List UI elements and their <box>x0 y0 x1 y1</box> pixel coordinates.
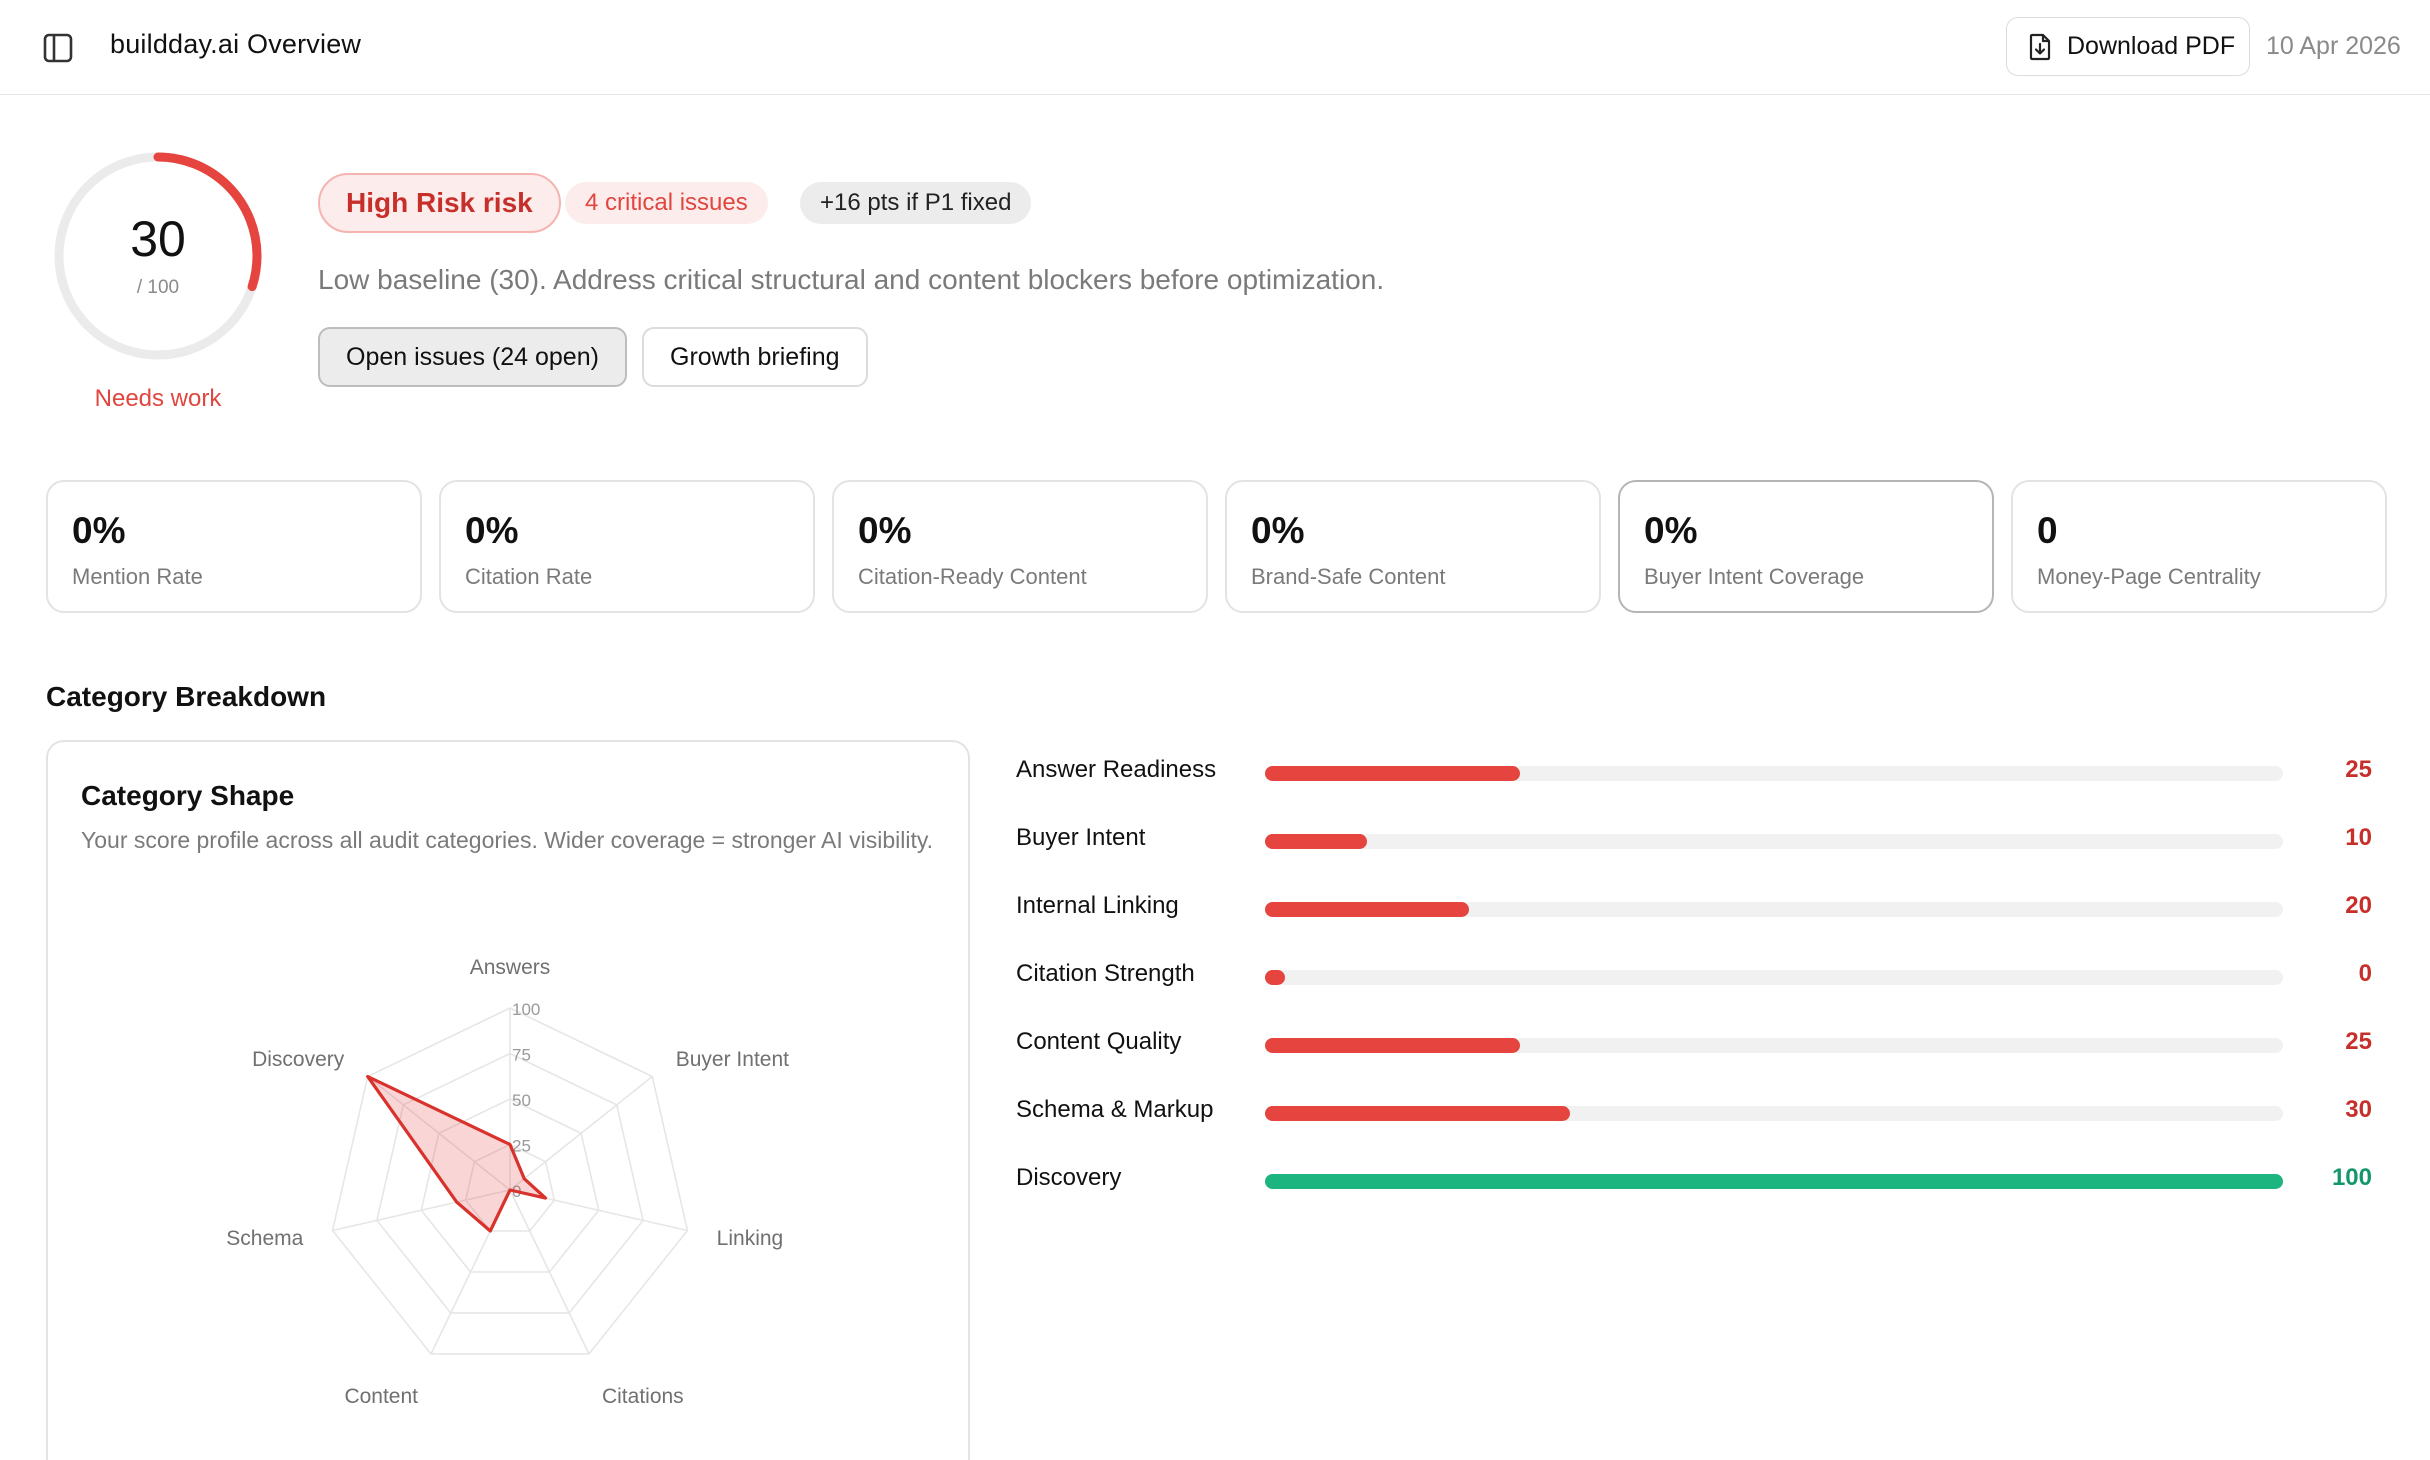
score-summary: Low baseline (30). Address critical stru… <box>318 264 1385 295</box>
metric-card-money-page-centrality[interactable]: 0 Money-Page Centrality <box>2011 480 2387 613</box>
sidebar-toggle-icon[interactable] <box>40 30 76 66</box>
category-label: Internal Linking <box>1016 892 1179 919</box>
category-score: 25 <box>2345 756 2372 783</box>
radar-tick-label: 50 <box>512 1091 531 1110</box>
radar-axis-label: Answers <box>470 956 551 979</box>
category-score: 100 <box>2331 1164 2372 1191</box>
category-label: Buyer Intent <box>1016 824 1146 851</box>
category-bar-fill <box>1265 1174 2283 1189</box>
growth-briefing-button[interactable]: Growth briefing <box>642 327 868 387</box>
category-score: 10 <box>2345 824 2372 851</box>
metric-label: Buyer Intent Coverage <box>1644 564 1865 589</box>
category-bar-track <box>1265 1174 2283 1189</box>
radar-chart: 0255075100AnswersBuyer IntentLinkingCita… <box>226 956 789 1408</box>
category-label: Answer Readiness <box>1016 756 1217 783</box>
top-bar: buildday.ai Overview Download PDF 10 Apr… <box>0 0 2430 95</box>
critical-issues-badge: 4 critical issues <box>565 182 768 224</box>
card-description: Your score profile across all audit cate… <box>81 827 934 853</box>
metric-label: Money-Page Centrality <box>2037 564 2261 589</box>
category-bar-fill <box>1265 834 1367 849</box>
category-label: Discovery <box>1016 1164 1122 1191</box>
category-label: Citation Strength <box>1016 960 1195 987</box>
radar-axis-label: Buyer Intent <box>676 1048 789 1071</box>
radar-tick-label: 100 <box>512 1000 540 1019</box>
radar-grid-ring <box>376 1052 644 1314</box>
metric-value: 0% <box>858 510 912 551</box>
card-title: Category Shape <box>81 780 295 811</box>
open-issues-button[interactable]: Open issues (24 open) <box>318 327 627 387</box>
radar-tick-label: 75 <box>512 1046 531 1065</box>
radar-tick-label: 25 <box>512 1137 531 1156</box>
file-download-icon <box>2029 33 2051 60</box>
metric-card-citation-ready-content[interactable]: 0% Citation-Ready Content <box>832 480 1208 613</box>
radar-spoke <box>367 1075 511 1191</box>
category-bar-track <box>1265 1038 2283 1053</box>
category-bar-track <box>1265 1106 2283 1121</box>
download-pdf-label: Download PDF <box>2067 32 2236 60</box>
radar-spoke <box>509 1075 653 1191</box>
category-bar-fill <box>1265 1106 1571 1121</box>
metric-card-buyer-intent-coverage[interactable]: 0% Buyer Intent Coverage <box>1618 480 1994 613</box>
metric-card-citation-rate[interactable]: 0% Citation Rate <box>439 480 815 613</box>
report-date: 10 Apr 2026 <box>2266 32 2401 60</box>
score-status: Needs work <box>94 385 222 412</box>
risk-badge: High Risk risk <box>318 173 561 233</box>
category-label: Schema & Markup <box>1016 1096 1214 1123</box>
points-badge: +16 pts if P1 fixed <box>800 182 1032 224</box>
metric-label: Mention Rate <box>72 564 203 589</box>
metric-value: 0% <box>1251 510 1305 551</box>
category-bar-track <box>1265 970 2283 985</box>
metric-value: 0% <box>72 510 126 551</box>
category-label: Content Quality <box>1016 1028 1182 1055</box>
category-bar-track <box>1265 834 2283 849</box>
section-title: Category Breakdown <box>46 681 327 712</box>
score-max: / 100 <box>136 277 180 298</box>
metric-label: Brand-Safe Content <box>1251 564 1446 589</box>
download-pdf-button[interactable]: Download PDF <box>2006 17 2250 76</box>
metric-value: 0 <box>2037 510 2058 551</box>
page-title: buildday.ai Overview <box>110 29 362 59</box>
score-gauge <box>54 152 262 360</box>
metric-label: Citation Rate <box>465 564 593 589</box>
radar-axis-label: Content <box>344 1385 418 1408</box>
radar-series-area <box>366 1074 548 1233</box>
score-value: 30 <box>130 211 186 267</box>
category-score: 20 <box>2345 892 2372 919</box>
radar-axis-label: Schema <box>226 1227 303 1250</box>
category-score: 0 <box>2358 960 2372 987</box>
category-bar-fill <box>1265 970 1285 985</box>
category-shape-card: Category Shape Your score profile across… <box>46 740 970 1460</box>
metric-value: 0% <box>1644 510 1698 551</box>
radar-axis-label: Citations <box>602 1385 684 1408</box>
radar-axis-label: Discovery <box>252 1048 345 1071</box>
score-gauge-arc <box>54 152 262 360</box>
category-bar-track <box>1265 766 2283 781</box>
metric-label: Citation-Ready Content <box>858 564 1087 589</box>
radar-grid-ring <box>331 1007 689 1355</box>
radar-spoke <box>332 1189 511 1232</box>
radar-grid-ring <box>464 1143 556 1232</box>
category-bar-fill <box>1265 902 1469 917</box>
radar-grid-ring <box>420 1098 600 1273</box>
radar-axis-label: Linking <box>717 1227 784 1250</box>
category-bar-fill <box>1265 1038 1520 1053</box>
metric-value: 0% <box>465 510 519 551</box>
metric-card-brand-safe-content[interactable]: 0% Brand-Safe Content <box>1225 480 1601 613</box>
category-bar-track <box>1265 902 2283 917</box>
metric-card-mention-rate[interactable]: 0% Mention Rate <box>46 480 422 613</box>
category-score: 30 <box>2345 1096 2372 1123</box>
radar-spoke <box>509 1189 590 1355</box>
category-bar-fill <box>1265 766 1520 781</box>
category-score: 25 <box>2345 1028 2372 1055</box>
